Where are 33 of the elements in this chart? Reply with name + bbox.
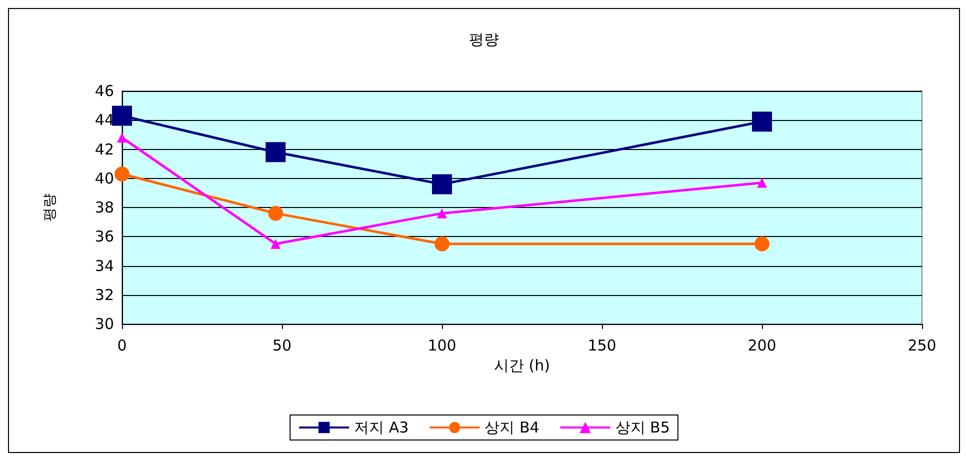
- y-tick-label: 34: [94, 256, 114, 275]
- point: [434, 236, 450, 252]
- x-tick-label: 200: [748, 336, 776, 354]
- x-tick-label: 150: [588, 336, 616, 354]
- legend-label: 상지 B4: [484, 418, 540, 436]
- chart-title: 평량: [469, 30, 499, 48]
- y-tick-label: 42: [94, 140, 114, 158]
- x-axis-title: 시간 (h): [494, 356, 550, 374]
- point: [432, 174, 452, 194]
- y-tick-label: 38: [94, 198, 114, 216]
- point: [114, 166, 130, 182]
- point: [266, 142, 286, 162]
- x-tick-label: 100: [428, 336, 456, 354]
- y-tick-label: 46: [94, 82, 114, 100]
- point: [270, 238, 281, 249]
- y-tick-label: 40: [94, 169, 114, 188]
- point: [268, 206, 284, 221]
- y-tick-label: 44: [94, 111, 114, 130]
- x-tick-label: 0: [117, 336, 127, 354]
- x-tick-label: 50: [272, 336, 292, 354]
- y-tick-label: 30: [94, 315, 114, 333]
- point: [754, 236, 770, 252]
- point: [437, 208, 447, 218]
- y-axis-title: 평량: [42, 194, 58, 222]
- point: [112, 106, 132, 126]
- y-tick-label: 32: [94, 286, 114, 304]
- point: [117, 132, 127, 143]
- legend-label: 저지 A3: [354, 418, 409, 436]
- point: [752, 112, 772, 132]
- y-tick-label: 36: [94, 228, 114, 246]
- x-tick-label: 250: [908, 336, 936, 354]
- point: [757, 178, 767, 188]
- legend-label: 상지 B5: [615, 418, 670, 436]
